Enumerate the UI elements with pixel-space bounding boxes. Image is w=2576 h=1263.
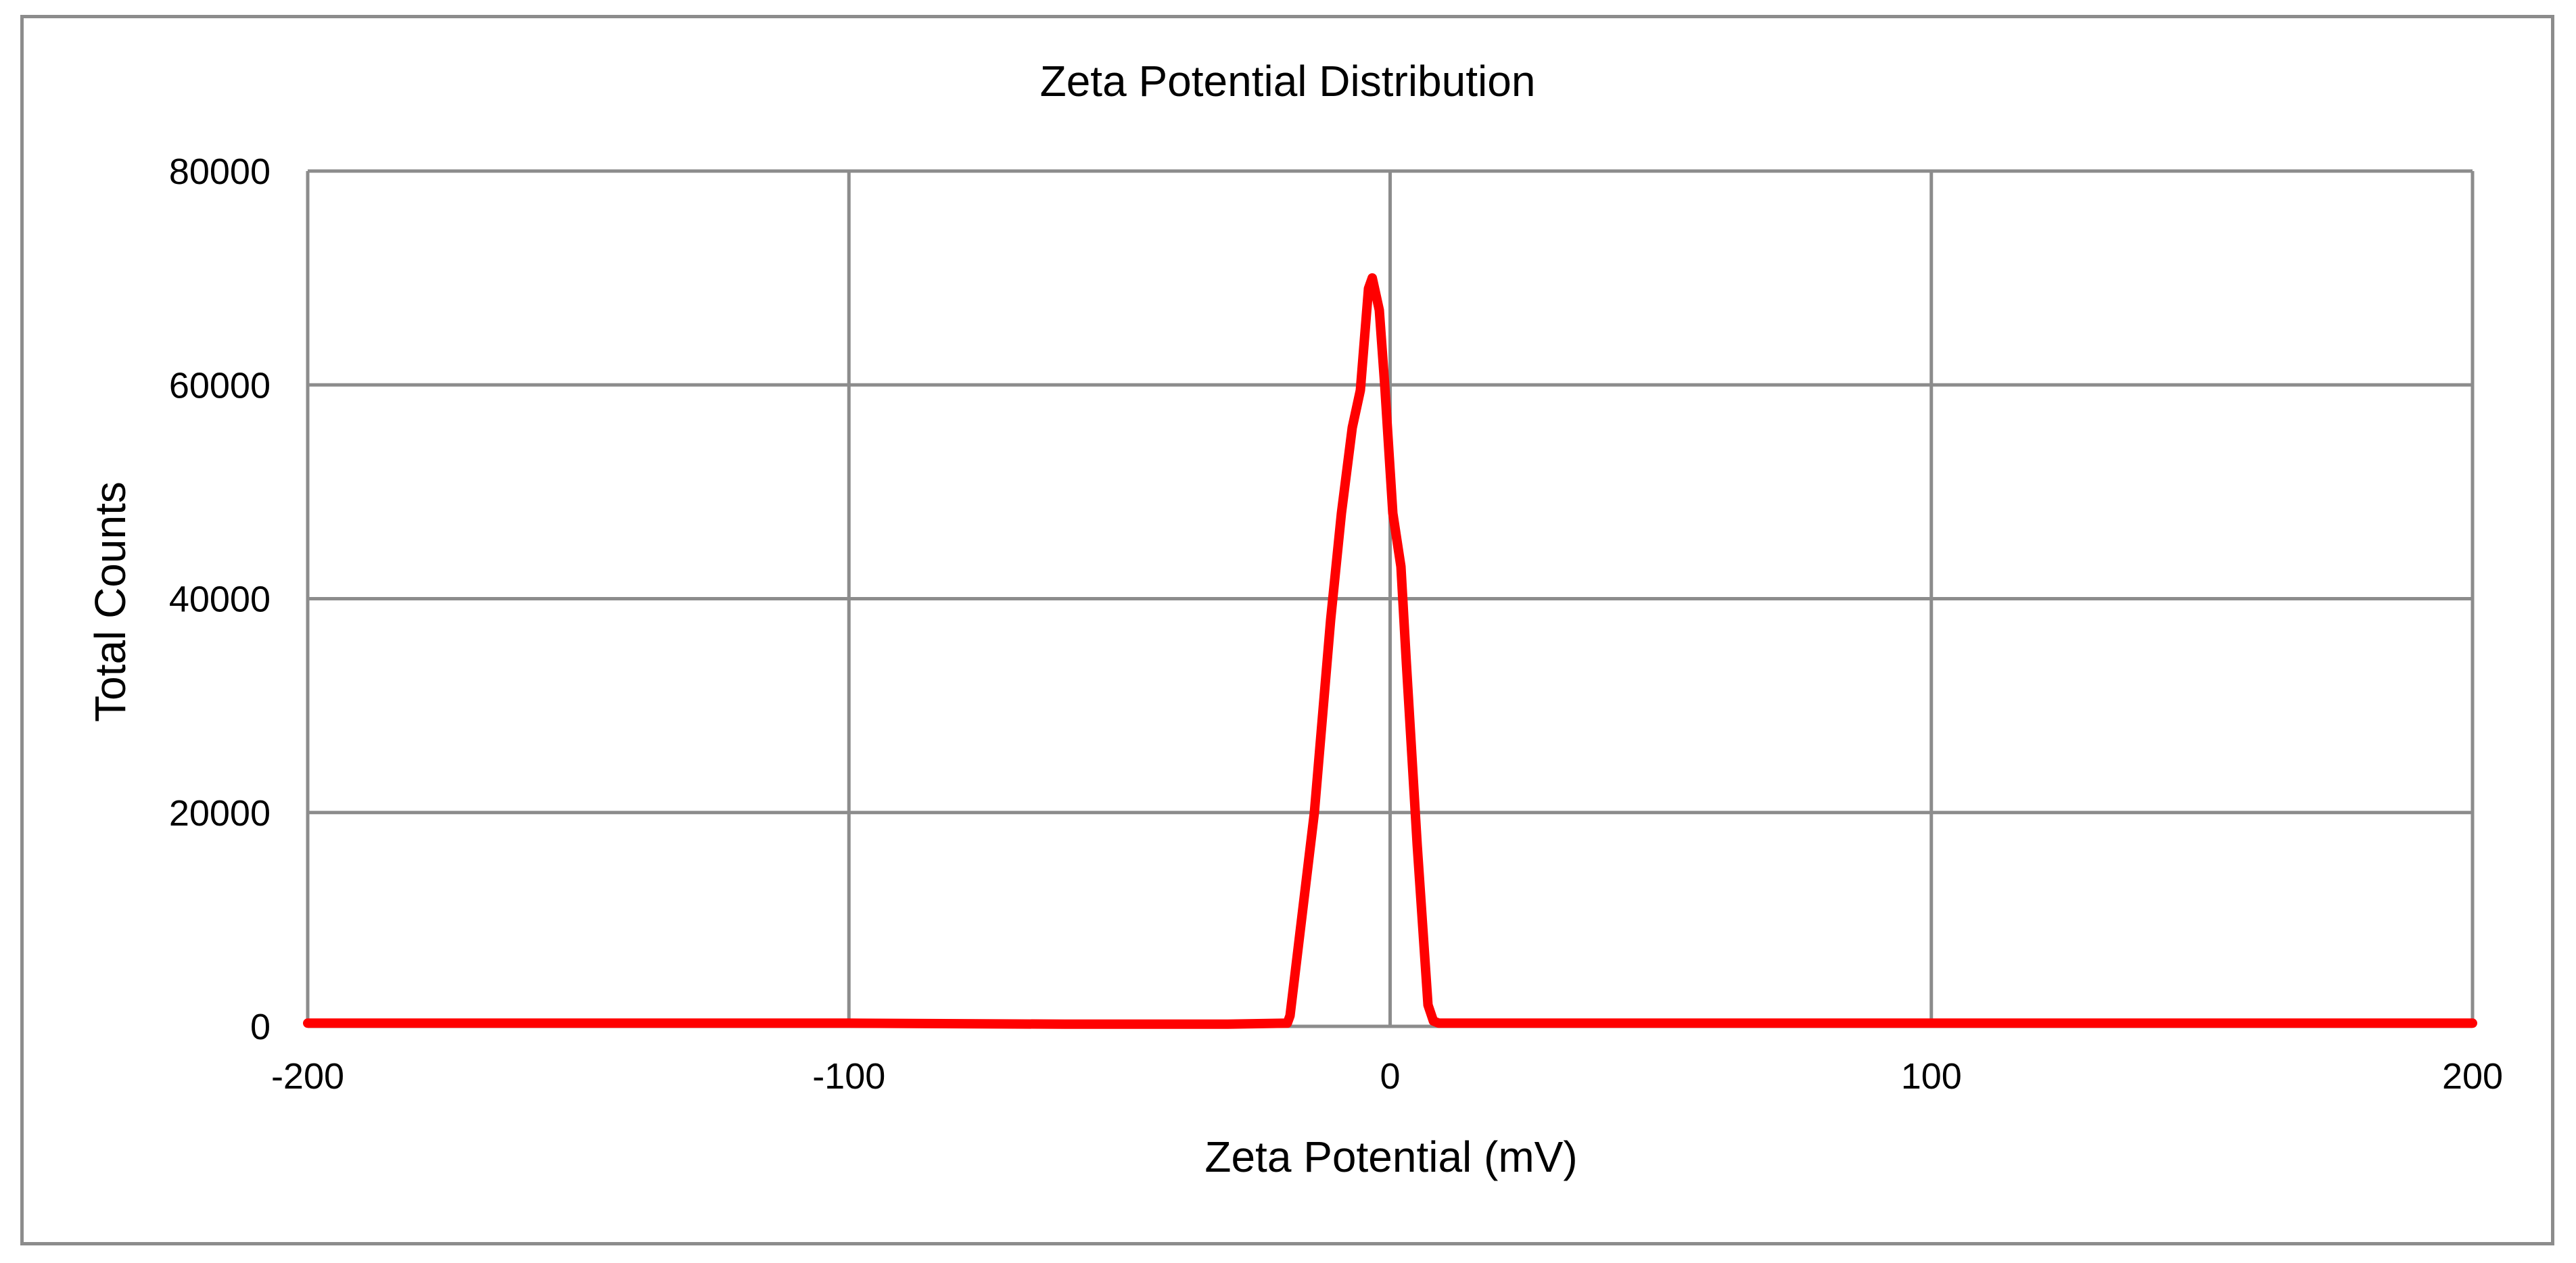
y-axis-label: Total Counts: [86, 481, 135, 722]
series-layer: [303, 273, 2477, 1029]
chart-title: Zeta Potential Distribution: [1040, 57, 1536, 105]
y-tick-label: 20000: [169, 793, 271, 834]
x-tick-label: -100: [812, 1056, 885, 1097]
x-tick-label: 0: [1380, 1056, 1400, 1097]
y-tick-label: 60000: [169, 365, 271, 406]
x-axis-label: Zeta Potential (mV): [1204, 1133, 1577, 1181]
y-tick-label: 0: [250, 1007, 271, 1047]
y-tick-label: 40000: [169, 579, 271, 620]
gridlines: [306, 169, 2475, 1028]
y-tick-label: 80000: [169, 151, 271, 192]
tick-labels: 0 20000 40000 60000 80000 -200 -100 0 100 200: [169, 151, 2503, 1097]
series-line: [303, 273, 2477, 1029]
x-tick-label: 100: [1901, 1056, 1962, 1097]
chart-frame: [20, 15, 2554, 1245]
x-tick-label: -200: [271, 1056, 344, 1097]
x-tick-label: 200: [2442, 1056, 2503, 1097]
